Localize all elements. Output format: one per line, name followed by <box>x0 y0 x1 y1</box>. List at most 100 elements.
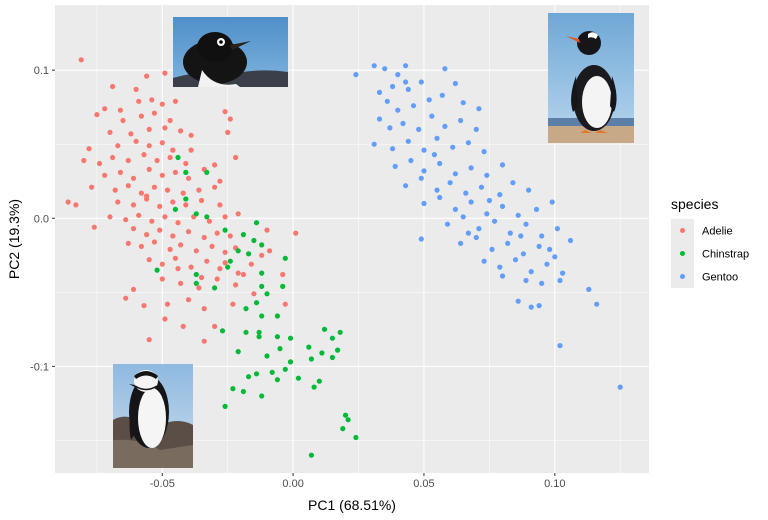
gentoo-point <box>429 113 435 119</box>
adelie-point <box>146 337 152 343</box>
adelie-point <box>227 233 233 239</box>
adelie-point <box>172 98 178 104</box>
gentoo-point <box>371 141 377 147</box>
gentoo-point <box>460 100 466 106</box>
legend: species Adelie Chinstrap Gentoo <box>671 196 749 288</box>
gentoo-point <box>418 175 424 181</box>
adelie-point <box>222 109 228 115</box>
adelie-point <box>185 229 192 235</box>
chinstrap-point <box>246 374 252 380</box>
adelie-point <box>120 117 126 124</box>
legend-key-gentoo <box>680 274 685 279</box>
adelie-point <box>259 252 265 258</box>
gentoo-point <box>465 140 471 146</box>
gentoo-point <box>523 277 529 284</box>
chinstrap-point <box>253 371 260 377</box>
adelie-point <box>125 240 131 246</box>
adelie-point <box>107 129 113 135</box>
gentoo-point <box>497 192 503 198</box>
chinstrap-point <box>172 206 178 212</box>
chinstrap-point <box>204 169 210 175</box>
gentoo-point <box>484 211 490 217</box>
chinstrap-point <box>306 344 312 350</box>
gentoo-point <box>481 258 487 264</box>
adelie-point <box>233 154 239 161</box>
adelie-point <box>227 116 233 122</box>
legend-key-chinstrap <box>680 251 685 256</box>
gentoo-point <box>452 80 458 87</box>
y-tick-label: -0.1 <box>30 361 49 373</box>
adelie-point <box>164 301 171 307</box>
adelie-point <box>149 218 155 224</box>
gentoo-point <box>403 63 409 69</box>
adelie-point <box>94 112 100 118</box>
adelie-point <box>117 169 123 175</box>
y-axis: -0.1 0.0 0.1 <box>30 65 55 373</box>
gentoo-point <box>478 184 485 190</box>
gentoo-point <box>539 280 545 286</box>
chinstrap-point <box>321 326 328 332</box>
chinstrap-point <box>193 211 199 217</box>
gentoo-point <box>526 187 532 193</box>
adelie-point <box>251 291 257 297</box>
adelie-point <box>282 301 288 307</box>
adelie-point <box>170 147 176 153</box>
gentoo-point <box>452 206 458 212</box>
adelie-point <box>175 266 181 272</box>
adelie-point <box>175 220 181 226</box>
gentoo-point <box>617 384 623 390</box>
gentoo-point <box>473 126 479 132</box>
adelie-point <box>144 193 150 199</box>
gentoo-point <box>458 240 464 246</box>
adelie-point <box>112 187 118 193</box>
chinstrap-point <box>308 356 314 362</box>
adelie-point <box>117 107 123 113</box>
adelie-point <box>198 197 205 204</box>
gentoo-point <box>515 212 521 218</box>
gentoo-point <box>371 63 377 69</box>
chinstrap-point <box>264 291 270 297</box>
adelie-point <box>159 101 165 107</box>
adelie-point <box>204 258 210 264</box>
chinstrap-point <box>154 267 160 273</box>
adelie-point <box>201 338 207 344</box>
gentoo-point <box>431 152 437 158</box>
gentoo-point <box>353 72 359 78</box>
chinstrap-point <box>329 354 335 361</box>
adelie-point <box>201 306 207 312</box>
adelie-point <box>280 271 286 278</box>
chinstrap-point <box>175 154 181 161</box>
adelie-point <box>146 143 152 149</box>
gentoo-point <box>418 236 424 242</box>
adelie-point <box>230 301 236 307</box>
adelie-point <box>162 316 168 322</box>
gentoo-point <box>499 162 506 168</box>
x-tick-label: 0.10 <box>544 478 565 490</box>
adelie-point <box>214 276 220 282</box>
chinstrap-penguin-photo <box>113 364 193 468</box>
chinstrap-point <box>353 434 359 441</box>
chinstrap-point <box>240 232 246 238</box>
gentoo-point <box>376 89 383 95</box>
chinstrap-point <box>282 366 288 372</box>
chinstrap-point <box>253 300 260 306</box>
adelie-point <box>164 187 171 193</box>
chinstrap-point <box>280 283 286 289</box>
adelie-point <box>81 157 87 164</box>
adelie-point <box>136 98 142 104</box>
adelie-point <box>225 129 231 135</box>
gentoo-point <box>528 269 534 275</box>
adelie-point <box>267 248 273 254</box>
gentoo-point <box>557 343 563 349</box>
gentoo-point <box>512 257 519 263</box>
gentoo-penguin-photo <box>548 13 634 143</box>
adelie-point <box>178 242 184 248</box>
chinstrap-point <box>230 386 236 392</box>
adelie-point <box>196 187 202 193</box>
adelie-point <box>102 106 108 112</box>
gentoo-point <box>444 221 451 227</box>
chinstrap-point <box>287 359 294 365</box>
gentoo-point <box>507 230 513 236</box>
adelie-point <box>183 202 189 208</box>
legend-key-adelie <box>680 228 685 233</box>
